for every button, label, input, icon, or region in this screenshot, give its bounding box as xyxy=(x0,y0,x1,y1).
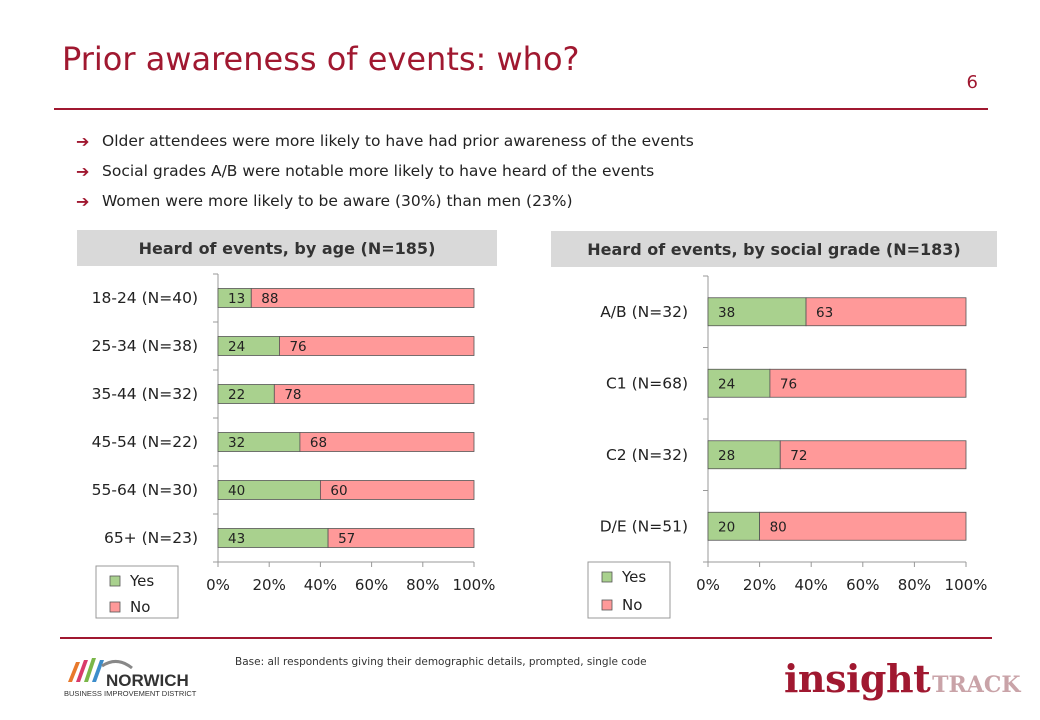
data-label-yes: 32 xyxy=(228,435,245,451)
x-tick-label: 80% xyxy=(406,576,439,594)
data-label-yes: 43 xyxy=(228,531,245,547)
bar-no xyxy=(299,432,475,452)
data-label-yes: 24 xyxy=(228,339,245,355)
norwich-bid-logo: NORWICH BUSINESS IMPROVEMENT DISTRICT xyxy=(62,652,212,706)
x-tick-label: 20% xyxy=(253,576,286,594)
data-label-yes: 20 xyxy=(718,519,735,535)
insight-logo-text: insight xyxy=(784,656,931,701)
base-note: Base: all respondents giving their demog… xyxy=(235,656,647,668)
data-label-yes: 24 xyxy=(718,376,735,392)
legend-label-yes: Yes xyxy=(621,568,646,586)
legend-swatch-yes xyxy=(601,571,613,583)
category-label: 35-44 (N=32) xyxy=(92,385,198,403)
bar-yes xyxy=(707,368,771,398)
footer-divider xyxy=(60,637,992,639)
bar-yes xyxy=(707,297,807,327)
data-label-no: 80 xyxy=(770,519,787,535)
bar-no xyxy=(759,511,967,541)
x-tick-label: 60% xyxy=(846,576,879,594)
data-label-yes: 40 xyxy=(228,483,245,499)
x-tick-label: 100% xyxy=(453,576,496,594)
x-tick-label: 100% xyxy=(945,576,988,594)
grade-chart-title: Heard of events, by social grade (N=183) xyxy=(551,231,997,267)
bullet-text: Social grades A/B were notable more like… xyxy=(102,162,655,180)
track-logo-text: TRACK xyxy=(932,672,1021,698)
x-tick-label: 60% xyxy=(355,576,388,594)
bar-no xyxy=(769,368,967,398)
x-tick-label: 0% xyxy=(206,576,230,594)
bar-yes xyxy=(217,384,275,404)
x-tick-label: 80% xyxy=(898,576,931,594)
norwich-logo-text: NORWICH xyxy=(106,671,189,690)
category-label: 25-34 (N=38) xyxy=(92,337,198,355)
bullet-text: Women were more likely to be aware (30%)… xyxy=(102,192,573,210)
page-title: Prior awareness of events: who? xyxy=(62,40,580,78)
x-tick-label: 40% xyxy=(304,576,337,594)
category-label: 45-54 (N=22) xyxy=(92,433,198,451)
data-label-yes: 22 xyxy=(228,387,245,403)
bullet-list: ➔ Older attendees were more likely to ha… xyxy=(76,126,694,216)
bullet-item: ➔ Older attendees were more likely to ha… xyxy=(76,126,694,156)
bar-no xyxy=(779,440,967,470)
data-label-no: 76 xyxy=(780,376,797,392)
legend-label-yes: Yes xyxy=(129,572,154,590)
category-label: C2 (N=32) xyxy=(606,446,688,464)
bullet-item: ➔ Social grades A/B were notable more li… xyxy=(76,156,694,186)
bar-no xyxy=(250,288,475,308)
data-label-no: 68 xyxy=(310,435,327,451)
bar-no xyxy=(327,528,475,548)
data-label-no: 63 xyxy=(816,305,833,321)
page-number: 6 xyxy=(966,72,978,93)
norwich-stripes-icon xyxy=(68,658,133,682)
insight-track-logo: insight TRACK xyxy=(784,656,1021,701)
bullet-text: Older attendees were more likely to have… xyxy=(102,132,694,150)
data-label-no: 60 xyxy=(330,483,347,499)
arrow-bullet-icon: ➔ xyxy=(76,131,90,151)
data-label-yes: 28 xyxy=(718,448,735,464)
bar-yes xyxy=(707,440,781,470)
x-tick-label: 40% xyxy=(795,576,828,594)
data-label-no: 76 xyxy=(289,339,306,355)
data-label-yes: 13 xyxy=(228,291,245,307)
x-tick-label: 20% xyxy=(743,576,776,594)
legend-swatch-no xyxy=(109,601,121,613)
category-label: 55-64 (N=30) xyxy=(92,481,198,499)
bar-no xyxy=(319,480,475,500)
category-label: 18-24 (N=40) xyxy=(92,289,198,307)
bullet-item: ➔ Women were more likely to be aware (30… xyxy=(76,186,694,216)
bar-no xyxy=(279,336,475,356)
age-chart-title: Heard of events, by age (N=185) xyxy=(77,230,497,266)
category-label: C1 (N=68) xyxy=(606,374,688,392)
data-label-no: 78 xyxy=(284,387,301,403)
data-label-no: 72 xyxy=(790,448,807,464)
title-divider xyxy=(54,108,988,110)
legend-box xyxy=(587,561,671,619)
data-label-yes: 38 xyxy=(718,305,735,321)
arrow-bullet-icon: ➔ xyxy=(76,161,90,181)
legend-swatch-yes xyxy=(109,575,121,587)
category-label: 65+ (N=23) xyxy=(104,529,198,547)
category-label: A/B (N=32) xyxy=(600,303,688,321)
x-tick-label: 0% xyxy=(696,576,720,594)
data-label-no: 88 xyxy=(261,291,278,307)
data-label-no: 57 xyxy=(338,531,355,547)
bar-no xyxy=(273,384,475,404)
bar-no xyxy=(805,297,967,327)
legend-label-no: No xyxy=(130,598,150,616)
category-label: D/E (N=51) xyxy=(600,517,688,535)
legend-swatch-no xyxy=(601,599,613,611)
arrow-bullet-icon: ➔ xyxy=(76,191,90,211)
bar-yes xyxy=(707,511,760,541)
norwich-logo-subtext: BUSINESS IMPROVEMENT DISTRICT xyxy=(64,689,197,698)
legend-label-no: No xyxy=(622,596,642,614)
